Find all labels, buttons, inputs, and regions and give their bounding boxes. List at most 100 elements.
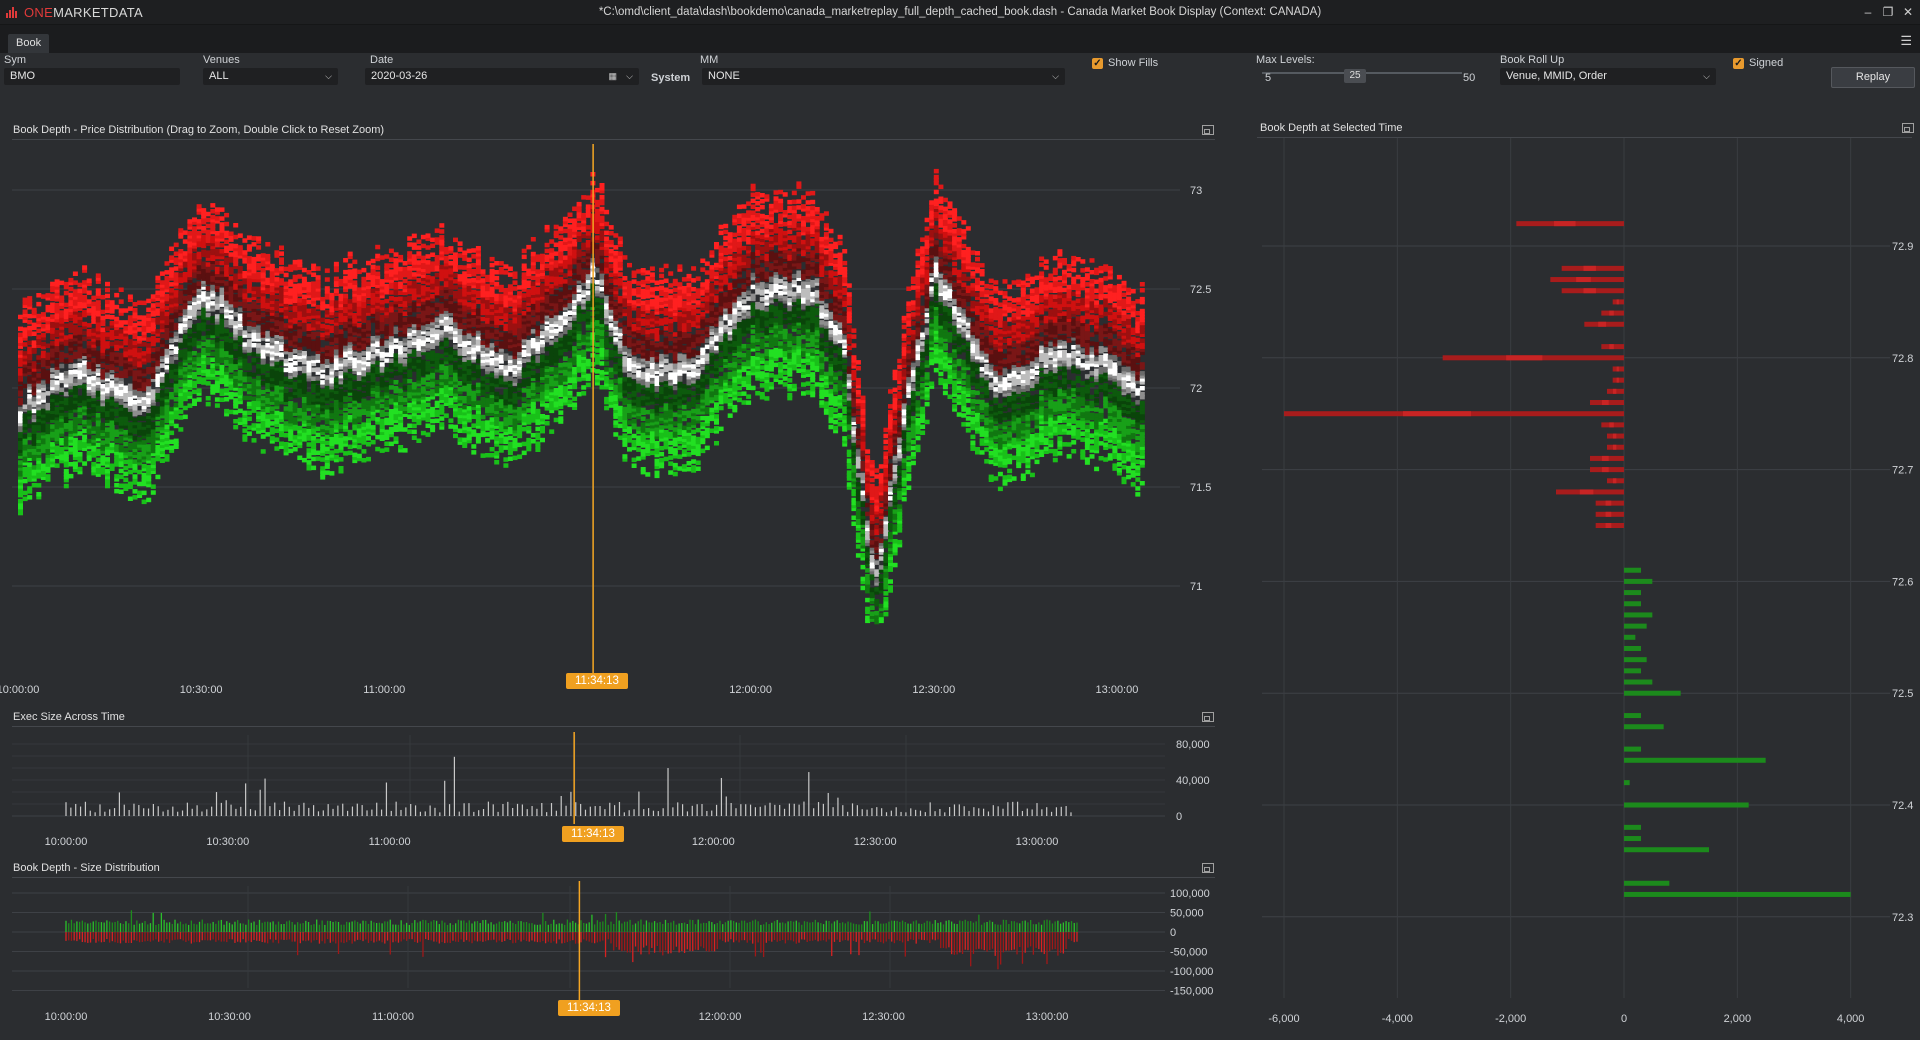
heatmap-cell xyxy=(114,331,120,336)
heatmap-cell xyxy=(137,339,143,344)
heatmap-cell xyxy=(370,309,376,314)
heatmap-cell xyxy=(279,266,284,271)
heatmap-cell xyxy=(219,222,225,227)
heatmap-cell xyxy=(109,368,115,373)
heatmap-cell xyxy=(292,402,298,407)
replay-button[interactable]: Replay xyxy=(1831,67,1915,88)
heatmap-cell xyxy=(141,324,147,329)
heatmap-cell xyxy=(68,387,74,393)
heatmap-cell xyxy=(132,391,138,396)
heatmap-cell xyxy=(430,314,436,320)
heatmap-cell xyxy=(265,381,271,387)
heatmap-cell xyxy=(343,406,349,411)
show-fills-checkbox[interactable]: ✓ xyxy=(1092,58,1103,69)
heatmap-cell xyxy=(315,343,321,348)
heatmap-cell xyxy=(333,318,339,323)
heatmap-cell xyxy=(95,433,101,439)
heatmap-cell xyxy=(196,299,202,304)
heatmap-cell xyxy=(59,354,65,360)
heatmap-cell xyxy=(338,448,344,453)
close-icon[interactable]: ✕ xyxy=(1902,5,1914,19)
heatmap-cell xyxy=(366,326,371,331)
date-picker[interactable]: 2020-03-26 ▦ ⌵ xyxy=(365,68,639,85)
heatmap-cell xyxy=(237,307,243,313)
heatmap-cell xyxy=(178,382,184,388)
max-levels-handle[interactable]: 25 xyxy=(1344,69,1366,83)
heatmap-cell xyxy=(466,302,472,307)
heatmap-cell xyxy=(288,291,294,296)
heatmap-cell xyxy=(127,484,133,490)
heatmap-cell xyxy=(82,298,88,303)
heatmap-cell xyxy=(338,388,344,394)
heatmap-cell xyxy=(233,401,239,406)
heatmap-cell xyxy=(297,298,303,303)
heatmap-cell xyxy=(398,367,404,373)
heatmap-cell xyxy=(462,387,468,392)
heatmap-cell xyxy=(311,456,317,462)
expand-panel-icon[interactable] xyxy=(1202,863,1214,873)
heatmap-cell xyxy=(228,377,234,382)
heatmap-cell xyxy=(260,428,266,433)
heatmap-cell xyxy=(18,478,23,483)
sym-input[interactable]: BMO xyxy=(4,68,180,85)
heatmap-cell xyxy=(274,366,280,371)
heatmap-cell xyxy=(36,388,42,393)
heatmap-cell xyxy=(72,431,78,437)
heatmap-cell xyxy=(430,383,436,388)
heatmap-cell xyxy=(233,374,239,379)
heatmap-cell xyxy=(457,360,463,365)
heatmap-cell xyxy=(187,275,193,281)
heatmap-cell xyxy=(150,368,156,373)
heatmap-cell xyxy=(27,456,33,461)
minimize-icon[interactable]: – xyxy=(1864,5,1872,19)
heatmap-cell xyxy=(210,390,216,395)
heatmap-cell xyxy=(118,343,124,349)
heatmap-cell xyxy=(411,352,417,357)
heatmap-cell xyxy=(150,442,156,448)
heatmap-cell xyxy=(379,320,385,326)
heatmap-cell xyxy=(333,359,339,365)
expand-panel-icon[interactable] xyxy=(1202,125,1214,135)
heatmap-cell xyxy=(292,334,298,339)
expand-panel-icon[interactable] xyxy=(1902,123,1914,133)
heatmap-cell xyxy=(150,404,156,409)
heatmap-cell xyxy=(425,423,431,428)
heatmap-cell xyxy=(288,413,294,418)
heatmap-cell xyxy=(343,362,349,367)
calendar-icon[interactable]: ▦ xyxy=(608,71,617,81)
heatmap-cell xyxy=(384,447,390,452)
heatmap-cell xyxy=(306,421,312,426)
expand-panel-icon[interactable] xyxy=(1202,712,1214,722)
heatmap-cell xyxy=(68,390,74,396)
tab-book[interactable]: Book xyxy=(8,34,50,53)
hamburger-menu-icon[interactable]: ☰ xyxy=(1900,33,1912,48)
heatmap-cell xyxy=(352,321,358,327)
heatmap-cell xyxy=(91,405,97,410)
heatmap-cell xyxy=(283,447,289,453)
heatmap-cell xyxy=(123,441,129,447)
heatmap-cell xyxy=(201,359,207,364)
signed-checkbox[interactable]: ✓ xyxy=(1733,58,1744,69)
venues-select[interactable]: ALL ⌵ xyxy=(203,68,338,85)
heatmap-cell xyxy=(146,423,152,428)
heatmap-cell xyxy=(159,446,165,452)
mm-select[interactable]: NONE ⌵ xyxy=(702,68,1065,85)
rollup-select[interactable]: Venue, MMID, Order ⌵ xyxy=(1500,68,1716,85)
heatmap-cell xyxy=(50,462,56,468)
heatmap-cell xyxy=(443,383,449,389)
heatmap-cell xyxy=(306,323,312,328)
heatmap-cell xyxy=(146,411,152,416)
heatmap-cell xyxy=(45,355,51,360)
heatmap-cell xyxy=(434,272,440,278)
heatmap-cell xyxy=(265,420,271,425)
heatmap-cell xyxy=(150,356,156,362)
heatmap-cell xyxy=(63,317,69,322)
heatmap-cell xyxy=(114,304,120,310)
heatmap-cell xyxy=(343,418,349,423)
heatmap-cell xyxy=(36,382,42,387)
heatmap-cell xyxy=(146,381,152,387)
heatmap-cell xyxy=(132,316,138,322)
heatmap-cell xyxy=(448,269,454,275)
restore-icon[interactable]: ❐ xyxy=(1882,5,1894,19)
